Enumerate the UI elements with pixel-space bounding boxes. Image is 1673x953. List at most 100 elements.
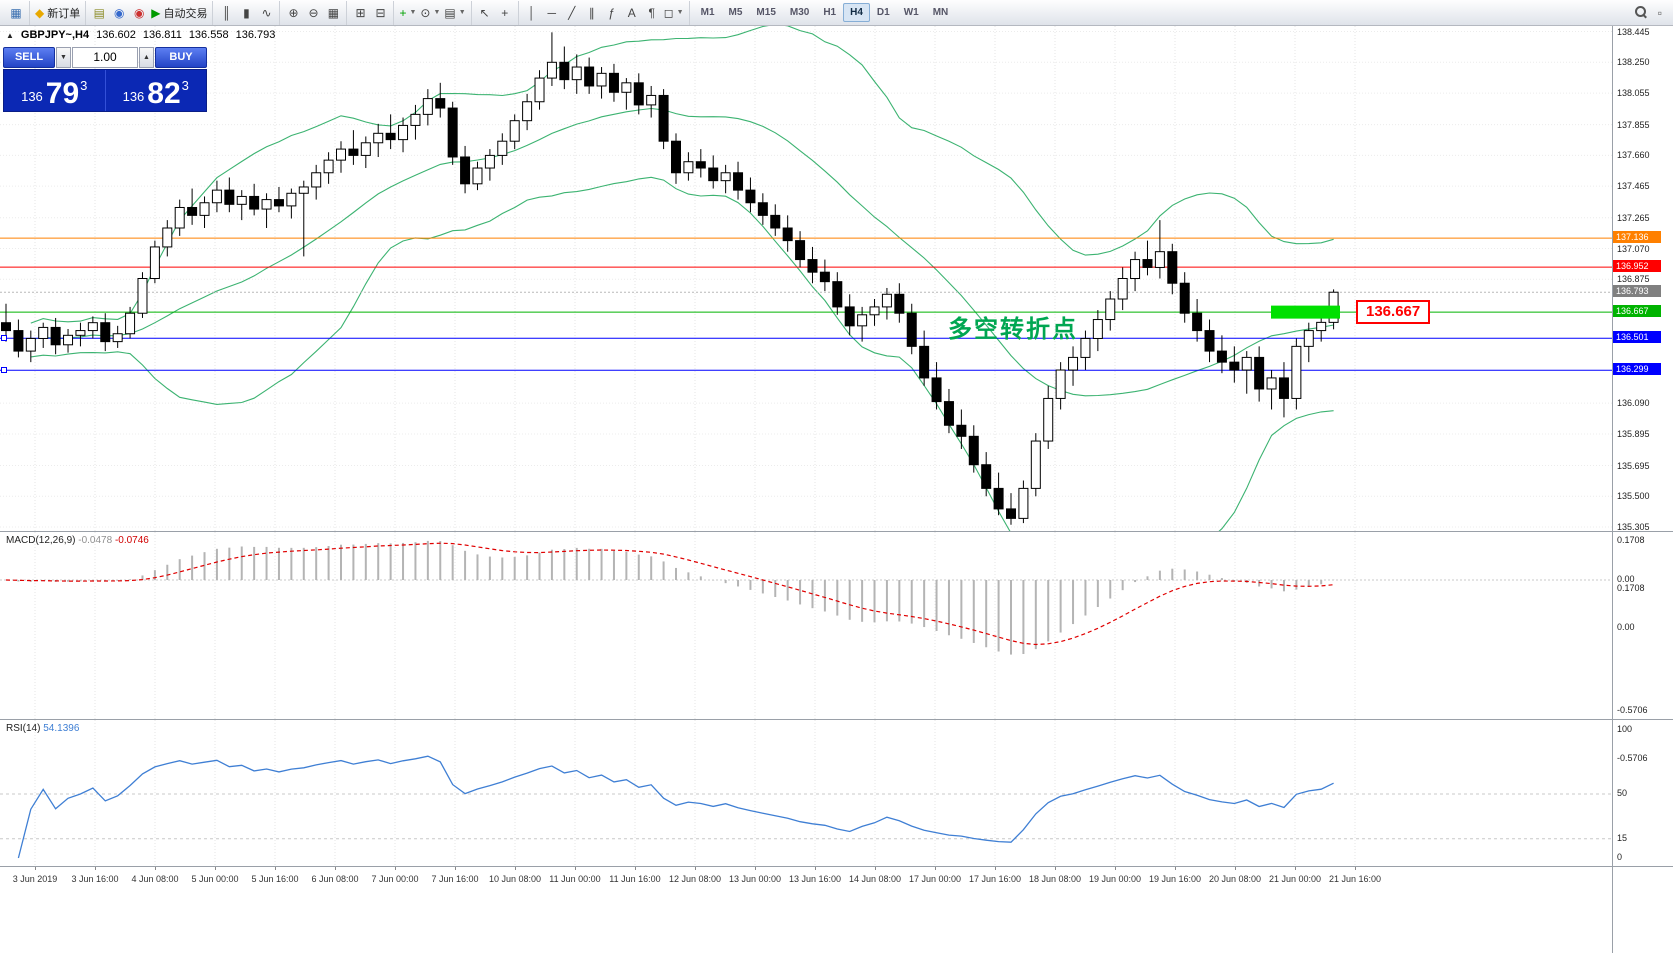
search-icon[interactable] [1634,6,1648,19]
channel-icon: ∥ [588,5,595,20]
arrange-windows-icon: ⊞ [355,5,366,20]
macd-indicator-label: MACD(12,26,9) -0.0478 -0.0746 [6,535,149,546]
crosshair-icon: + [501,5,509,20]
time-label: 17 Jun 00:00 [908,874,962,884]
timeframe-h4[interactable]: H4 [843,3,870,22]
time-label: 21 Jun 16:00 [1328,874,1382,884]
mql5-icon[interactable]: ◉ [129,3,149,23]
collapse-icon[interactable]: ▲ [6,30,14,40]
symbol-period-label: GBPJPY~,H4 [20,29,90,41]
timeframe-mn[interactable]: MN [932,7,949,18]
toolbar-group: + ▼ ⊙ ▼ ▤ ▼ [394,0,472,25]
time-tick [635,867,636,870]
quick-panel-icon[interactable]: ▫ [1657,5,1662,20]
label-icon: ¶ [648,5,655,20]
shapes-button[interactable]: ◻ ▼ [662,3,686,23]
cursor-icon: ↖ [479,5,490,20]
volume-up-button[interactable]: ▲ [139,47,154,68]
time-axis[interactable]: 3 Jun 2019 3 Jun 16:00 4 Jun 08:00 5 Jun 00… [0,866,1612,894]
zoom-in-button[interactable]: ⊕ [283,3,303,23]
timeframe-m1[interactable]: M1 [700,7,715,18]
scale-tick: -0.5706 [1617,705,1648,716]
tile-windows-button[interactable]: ▦ [323,3,343,23]
fibonacci-button[interactable]: ƒ [602,3,622,23]
cascade-windows-icon: ⊟ [375,5,386,20]
timeframe-group: M1 M5 M15 M30 H1 H4 D1 W1 MN [690,1,960,25]
toolbar-group: ⊕ ⊖ ▦ [280,0,348,25]
candlestick-chart-button[interactable]: ▮ [236,3,256,23]
time-tick [815,867,816,870]
channel-button[interactable]: ∥ [582,3,602,23]
macd-pane[interactable] [0,531,1612,719]
time-tick [1175,867,1176,870]
scale-tick: 138.055 [1617,88,1650,99]
timeframe-w1[interactable]: W1 [903,7,919,18]
line-anchor[interactable] [1,367,7,374]
time-tick [275,867,276,870]
horizontal-line-button[interactable]: ─ [542,3,562,23]
volume-input[interactable]: 1.00 [72,47,138,68]
price-chart-pane[interactable] [0,26,1612,531]
timeframe-d1[interactable]: D1 [876,7,890,18]
trendline-button[interactable]: ╱ [562,3,582,23]
scale-tick: 135.695 [1617,460,1650,471]
timeframe-m5[interactable]: M5 [728,7,743,18]
toolbar-group: ↖ + [472,0,519,25]
sell-price-quote[interactable]: 136 79 3 [4,70,106,111]
profiles-icon[interactable]: ▤ [89,3,109,23]
line-chart-button[interactable]: ∿ [256,3,276,23]
time-tick [335,867,336,870]
cursor-button[interactable]: ↖ [475,3,495,23]
scale-tick: 137.855 [1617,119,1650,130]
line-anchor[interactable] [1,335,7,342]
time-tick [935,867,936,870]
price-callout-box[interactable]: 136.667 [1356,300,1431,325]
zoom-out-button[interactable]: ⊖ [303,3,323,23]
quote-high: 136.811 [142,29,182,41]
crosshair-button[interactable]: + [495,3,515,23]
quote-open: 136.602 [96,29,136,41]
bars-chart-button[interactable]: ║ [216,3,236,23]
chart-annotation-text[interactable]: 多空转折点 [948,316,1078,344]
mql5-icon-icon: ◉ [133,5,145,20]
toolbar-group: ◆ 新订单 [30,0,87,25]
time-label: 12 Jun 08:00 [668,874,722,884]
periods-button[interactable]: ⊙ ▼ [418,3,442,23]
arrange-windows-button[interactable]: ⊞ [350,3,370,23]
text-button[interactable]: A [622,3,642,23]
label-button[interactable]: ¶ [642,3,662,23]
autotrading-button[interactable]: ▶ 自动交易 [149,3,209,23]
time-tick [695,867,696,870]
community-icon[interactable]: ◉ [109,3,129,23]
rsi-pane[interactable] [0,719,1612,866]
macd-signal-value: -0.0746 [114,535,149,546]
timeframe-m15[interactable]: M15 [756,7,776,18]
scale-tick: 0 [1617,852,1623,862]
autotrading-button-label: 自动交易 [163,7,208,20]
autotrading-icon: ▶ [151,5,161,20]
line-chart-icon: ∿ [261,5,272,20]
buy-price-quote[interactable]: 136 82 3 [106,70,207,111]
indicators-button[interactable]: + ▼ [397,3,418,23]
dropdown-arrow-icon[interactable]: ▼ [433,9,441,16]
template-button[interactable]: ▤ ▼ [442,3,467,23]
volume-down-button[interactable]: ▼ [56,47,71,68]
timeframe-m30[interactable]: M30 [789,7,810,18]
scale-tick: 138.445 [1617,26,1650,37]
timeframe-h1[interactable]: H1 [823,7,837,18]
vertical-line-button[interactable]: │ [522,3,542,23]
buy-price-pipette: 3 [181,78,189,93]
buy-button[interactable]: BUY [155,47,207,68]
dropdown-arrow-icon[interactable]: ▼ [458,9,466,16]
new-order-button[interactable]: ◆ 新订单 [33,3,82,23]
time-label: 5 Jun 00:00 [191,874,239,884]
time-label: 5 Jun 16:00 [251,874,299,884]
cascade-windows-button[interactable]: ⊟ [370,3,390,23]
dropdown-arrow-icon[interactable]: ▼ [409,9,417,16]
price-scale[interactable]: 138.445 138.250 138.055 137.855 137.660 137.4… [1612,26,1673,953]
time-label: 21 Jun 00:00 [1268,874,1322,884]
dropdown-arrow-icon[interactable]: ▼ [676,9,684,16]
sell-button[interactable]: SELL [3,47,55,68]
time-tick [455,867,456,870]
new-chart-icon[interactable]: ▦ [6,3,26,23]
